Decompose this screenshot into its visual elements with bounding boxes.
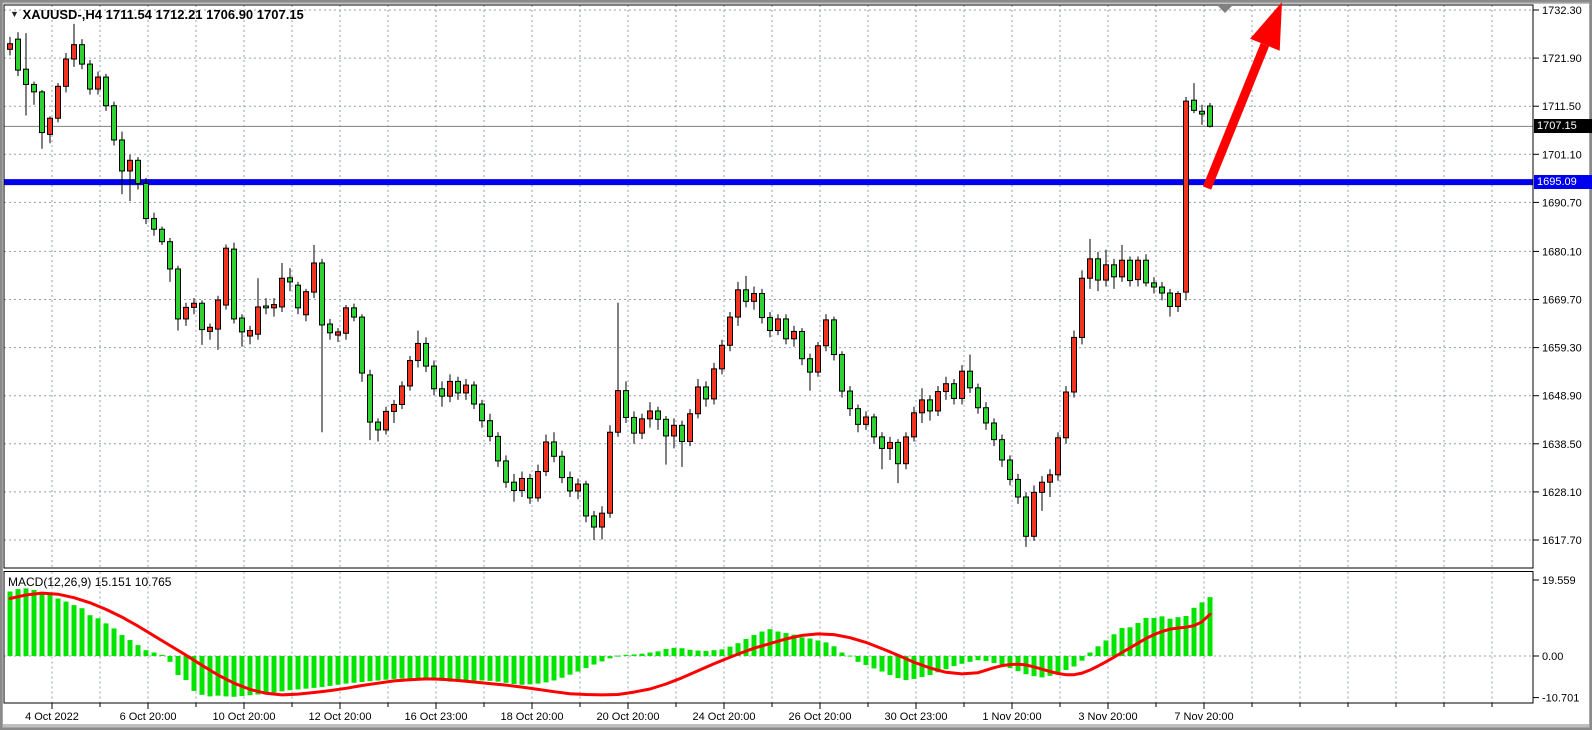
symbol-period-label: XAUUSD-,H4 <box>22 7 103 22</box>
svg-text:1617.70: 1617.70 <box>1542 535 1582 547</box>
svg-text:1638.50: 1638.50 <box>1542 439 1582 451</box>
svg-text:10 Oct 20:00: 10 Oct 20:00 <box>213 711 276 723</box>
svg-text:1701.10: 1701.10 <box>1542 149 1582 161</box>
svg-text:1732.30: 1732.30 <box>1542 5 1582 17</box>
svg-text:19.559: 19.559 <box>1542 575 1576 587</box>
current-price-badge: 1707.15 <box>1534 119 1592 134</box>
svg-text:1 Nov 20:00: 1 Nov 20:00 <box>982 711 1041 723</box>
svg-text:26 Oct 20:00: 26 Oct 20:00 <box>789 711 852 723</box>
ohlc-close: 1707.15 <box>256 7 304 22</box>
svg-text:6 Oct 20:00: 6 Oct 20:00 <box>120 711 177 723</box>
svg-text:1711.50: 1711.50 <box>1542 101 1581 113</box>
svg-text:1648.90: 1648.90 <box>1542 391 1582 403</box>
ohlc-low: 1706.90 <box>206 7 254 22</box>
svg-text:16 Oct 23:00: 16 Oct 23:00 <box>405 711 468 723</box>
macd-signal-line <box>8 591 1212 697</box>
indicator-main-value: 15.151 <box>94 575 132 589</box>
hline-price-badge: 1695.09 <box>1534 175 1592 190</box>
ohlc-open: 1711.54 <box>105 7 152 22</box>
svg-text:1721.90: 1721.90 <box>1542 53 1582 65</box>
svg-text:1669.70: 1669.70 <box>1542 295 1582 307</box>
svg-text:3 Nov 20:00: 3 Nov 20:00 <box>1078 711 1137 723</box>
symbol-dropdown-icon[interactable]: ▼ <box>10 9 19 19</box>
time-axis: 4 Oct 2022 6 Oct 20:00 10 Oct 20:00 12 Oct … <box>25 703 1493 723</box>
trend-arrow-annotation[interactable] <box>1202 2 1282 190</box>
price-axis: 1732.30 1721.90 1711.50 1701.10 1690.70 1680.… <box>1533 5 1582 705</box>
macd-histogram <box>7 588 1213 697</box>
svg-text:18 Oct 20:00: 18 Oct 20:00 <box>501 711 564 723</box>
svg-text:-10.701: -10.701 <box>1542 693 1579 705</box>
svg-text:1680.10: 1680.10 <box>1542 246 1582 258</box>
svg-text:30 Oct 23:00: 30 Oct 23:00 <box>885 711 948 723</box>
svg-text:4 Oct 2022: 4 Oct 2022 <box>25 711 79 723</box>
indicator-signal-value: 10.765 <box>134 575 172 589</box>
svg-text:7 Nov 20:00: 7 Nov 20:00 <box>1174 711 1233 723</box>
svg-text:20 Oct 20:00: 20 Oct 20:00 <box>597 711 660 723</box>
svg-text:0.00: 0.00 <box>1542 651 1563 663</box>
indicator-label: MACD(12,26,9) 15.151 10.765 <box>8 575 171 589</box>
svg-text:1628.10: 1628.10 <box>1542 487 1582 499</box>
candlestick-series[interactable] <box>7 23 1213 547</box>
ohlc-high: 1712.21 <box>155 7 203 22</box>
svg-text:1659.30: 1659.30 <box>1542 343 1582 355</box>
svg-text:24 Oct 20:00: 24 Oct 20:00 <box>693 711 756 723</box>
chart-shift-marker-icon <box>1218 6 1232 13</box>
chart-title: ▼ XAUUSD-,H4 1711.54 1712.21 1706.90 170… <box>10 7 304 22</box>
indicator-name: MACD(12,26,9) <box>8 575 92 589</box>
svg-text:1690.70: 1690.70 <box>1542 197 1582 209</box>
svg-text:12 Oct 20:00: 12 Oct 20:00 <box>309 711 372 723</box>
